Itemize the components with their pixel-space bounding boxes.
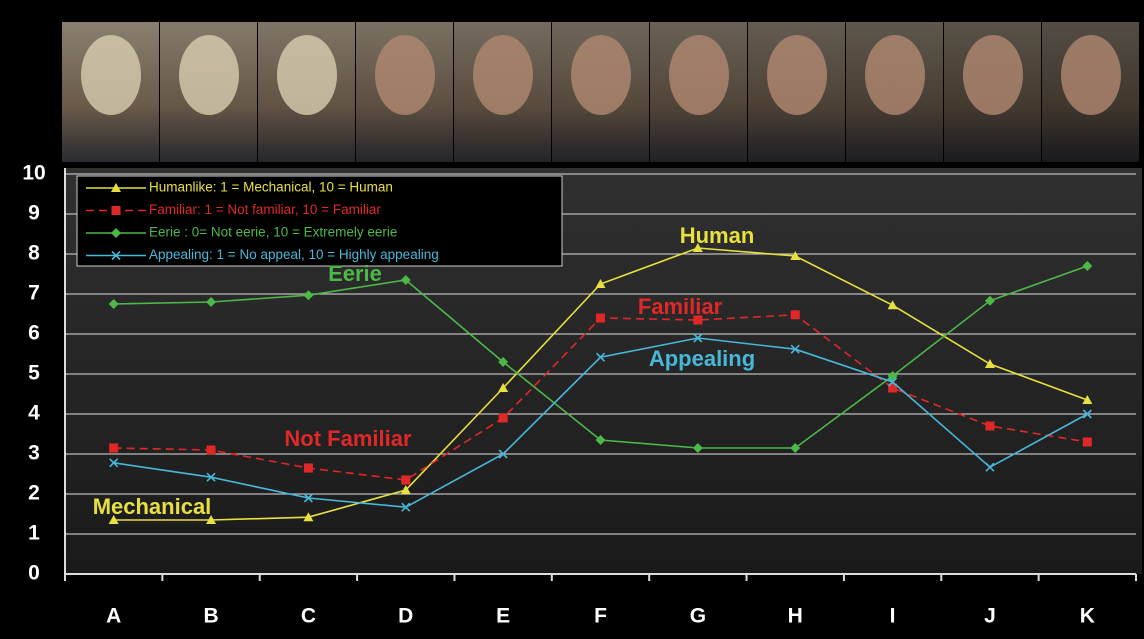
y-tick-label: 0 bbox=[28, 562, 40, 585]
annotation: Eerie bbox=[328, 261, 382, 286]
data-point bbox=[596, 314, 605, 323]
data-point bbox=[791, 310, 800, 319]
face-head bbox=[473, 35, 533, 115]
data-point bbox=[109, 444, 118, 453]
y-tick-label: 3 bbox=[28, 442, 40, 465]
face-head bbox=[81, 35, 141, 115]
annotation: Mechanical bbox=[93, 494, 212, 519]
legend-label: Appealing: 1 = No appeal, 10 = Highly ap… bbox=[149, 247, 439, 262]
face-head bbox=[375, 35, 435, 115]
face-head bbox=[1061, 35, 1121, 115]
face-head bbox=[571, 35, 631, 115]
y-tick-label: 7 bbox=[28, 282, 40, 305]
x-tick-label: I bbox=[890, 605, 896, 628]
data-point bbox=[1083, 438, 1092, 447]
y-tick-label: 8 bbox=[28, 242, 40, 265]
x-tick-label: H bbox=[788, 605, 803, 628]
x-tick-label: A bbox=[106, 605, 121, 628]
x-tick-label: G bbox=[690, 605, 706, 628]
x-tick-label: J bbox=[984, 605, 996, 628]
data-point bbox=[499, 414, 508, 423]
data-point bbox=[401, 476, 410, 485]
annotation: Appealing bbox=[649, 346, 755, 371]
data-point bbox=[985, 422, 994, 431]
chart: 0 1 2 3 4 5 6 7 8 9 10 A B C D E F G H I J K Humanlike: 1 = Me… bbox=[0, 0, 1144, 639]
x-tick-label: B bbox=[203, 605, 218, 628]
x-tick-label: K bbox=[1080, 605, 1095, 628]
legend-label: Familiar: 1 = Not familiar, 10 = Familia… bbox=[149, 202, 381, 217]
face-head bbox=[277, 35, 337, 115]
data-point bbox=[304, 464, 313, 473]
face-head bbox=[865, 35, 925, 115]
y-tick-label: 9 bbox=[28, 202, 40, 225]
face-head bbox=[963, 35, 1023, 115]
face-head bbox=[669, 35, 729, 115]
y-tick-label: 2 bbox=[28, 482, 40, 505]
legend-label: Humanlike: 1 = Mechanical, 10 = Human bbox=[149, 180, 393, 195]
page: 0 1 2 3 4 5 6 7 8 9 10 A B C D E F G H I J K Humanlike: 1 = Me… bbox=[0, 0, 1144, 639]
x-tick-label: E bbox=[496, 605, 510, 628]
y-tick-label: 1 bbox=[28, 522, 40, 545]
x-tick-label: F bbox=[594, 605, 607, 628]
x-tick-label: C bbox=[301, 605, 316, 628]
y-tick-label: 10 bbox=[22, 162, 45, 185]
annotation: Not Familiar bbox=[284, 426, 412, 451]
legend-marker bbox=[112, 206, 121, 215]
y-tick-label: 4 bbox=[28, 402, 40, 425]
y-tick-label: 6 bbox=[28, 322, 40, 345]
annotation: Human bbox=[680, 223, 755, 248]
data-point bbox=[207, 446, 216, 455]
annotation: Familiar bbox=[638, 294, 723, 319]
legend-label: Eerie : 0= Not eerie, 10 = Extremely eer… bbox=[149, 225, 397, 240]
y-tick-label: 5 bbox=[28, 362, 40, 385]
face-head bbox=[767, 35, 827, 115]
x-tick-label: D bbox=[398, 605, 413, 628]
face-head bbox=[179, 35, 239, 115]
